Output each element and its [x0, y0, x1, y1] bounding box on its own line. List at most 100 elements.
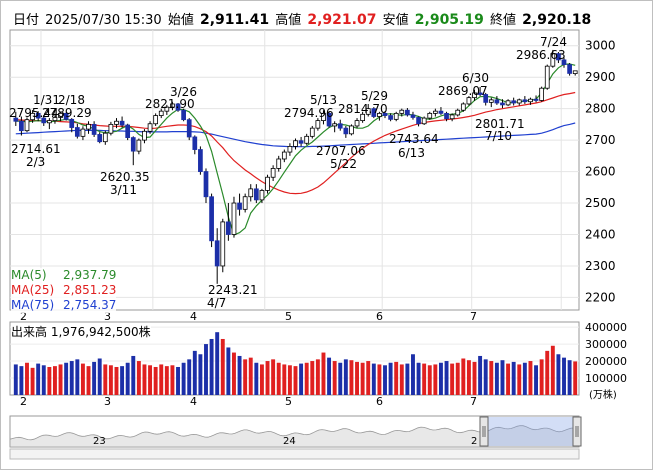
volume-bar	[58, 364, 63, 395]
volume-bar	[506, 363, 511, 395]
ma75-value: 2,754.37	[63, 298, 117, 312]
annotation-label: 2814.70	[338, 102, 388, 116]
price-tick-label: 2400	[585, 227, 616, 241]
price-tick-label: 2200	[585, 290, 616, 304]
volume-bar	[483, 359, 488, 395]
candle-body	[192, 136, 198, 150]
volume-bar	[343, 359, 348, 395]
month-label: 4	[190, 310, 197, 323]
annotation-label: 6/30	[462, 71, 489, 85]
month-label: 6	[376, 310, 383, 323]
price-tick-label: 2900	[585, 70, 616, 84]
annotation-label: 6/13	[398, 146, 425, 160]
ma5-legend: MA(5) 2,937.79	[11, 268, 116, 283]
navigator-label: 23	[93, 436, 106, 447]
candle-body	[63, 112, 69, 120]
volume-tick-label: 200000	[585, 355, 627, 368]
candle-body	[421, 117, 427, 125]
candle-body	[209, 196, 214, 242]
candle-body	[533, 98, 539, 101]
scrollbar-track[interactable]	[9, 448, 580, 460]
volume-bar	[562, 357, 566, 395]
annotation-label: 2/3	[26, 155, 45, 169]
volume-bar	[461, 358, 466, 395]
candle-body	[449, 114, 455, 120]
volume-bar	[120, 366, 125, 395]
candle-body	[388, 115, 393, 120]
ma5-value: 2,937.79	[63, 268, 117, 282]
volume-bar	[80, 363, 85, 395]
volume-bar	[293, 366, 298, 395]
high-value: 2,921.07	[307, 12, 377, 28]
annotation-label: 2795.44	[9, 106, 59, 120]
navigator-handle[interactable]	[572, 416, 582, 447]
annotation-label: 2743.64	[389, 132, 439, 146]
candle-body	[377, 112, 382, 117]
month-label: 3	[104, 310, 111, 323]
candle-body	[30, 112, 35, 121]
volume-bar	[534, 365, 539, 395]
month-label: 2	[20, 310, 27, 323]
candle-body	[522, 99, 528, 103]
candle-body	[539, 87, 544, 101]
volume-bar	[327, 357, 332, 395]
candle-body	[561, 59, 567, 66]
volume-bar	[522, 362, 527, 395]
volume-bar	[304, 362, 309, 395]
volume-bar	[433, 364, 438, 395]
candle-body	[332, 123, 338, 127]
candle-body	[130, 137, 136, 152]
close-value: 2,920.18	[522, 12, 592, 28]
candle-body	[158, 110, 164, 116]
volume-bar	[259, 364, 264, 395]
candle-body	[175, 103, 181, 111]
volume-bar	[545, 350, 550, 395]
volume-bar	[97, 358, 102, 395]
ma25-label: MA(25)	[11, 283, 55, 297]
volume-bar	[489, 361, 494, 395]
annotation-label: 5/13	[310, 93, 337, 107]
volume-bar	[494, 362, 499, 395]
candle-body	[147, 123, 153, 132]
volume-bar	[427, 365, 432, 395]
candle-body	[416, 117, 421, 125]
candle-body	[237, 202, 242, 210]
annotation-label: 7/24	[540, 35, 567, 49]
annotation-label: 2714.61	[11, 142, 61, 156]
candle-body	[505, 100, 511, 106]
candle-body	[170, 103, 175, 108]
volume-bar	[355, 361, 359, 395]
volume-bar	[164, 366, 169, 395]
candle-body	[287, 146, 293, 153]
candle-body	[326, 112, 332, 127]
volume-bar	[265, 361, 270, 395]
ma75-label: MA(75)	[11, 298, 55, 312]
low-label: 安値	[382, 13, 409, 28]
volume-bar	[243, 359, 248, 395]
volume-bar	[232, 352, 236, 395]
volume-bar	[371, 363, 376, 395]
annotation-label: 4/7	[207, 296, 226, 310]
candle-body	[114, 120, 119, 125]
volume-bar	[209, 338, 214, 395]
open-label: 始値	[167, 13, 194, 28]
price-tick-label: 3000	[585, 39, 616, 53]
navigator-handle[interactable]	[479, 416, 489, 447]
annotation-label: 5/22	[330, 157, 357, 171]
candle-body	[248, 188, 254, 198]
volume-bar	[394, 361, 399, 395]
volume-bar	[466, 360, 471, 395]
navigator-label: 2	[471, 436, 477, 447]
volume-tick-label: 400000	[585, 321, 627, 334]
price-tick-label: 2700	[585, 133, 616, 147]
volume-bar	[204, 344, 208, 395]
volume-bar	[422, 363, 427, 395]
candle-body	[108, 123, 114, 134]
candle-body	[181, 109, 186, 121]
volume-label: 出来高	[11, 325, 48, 339]
volume-bar	[332, 361, 337, 395]
candle-body	[164, 106, 170, 112]
ma75-legend: MA(75) 2,754.37	[11, 298, 116, 313]
candle-body	[19, 120, 24, 132]
